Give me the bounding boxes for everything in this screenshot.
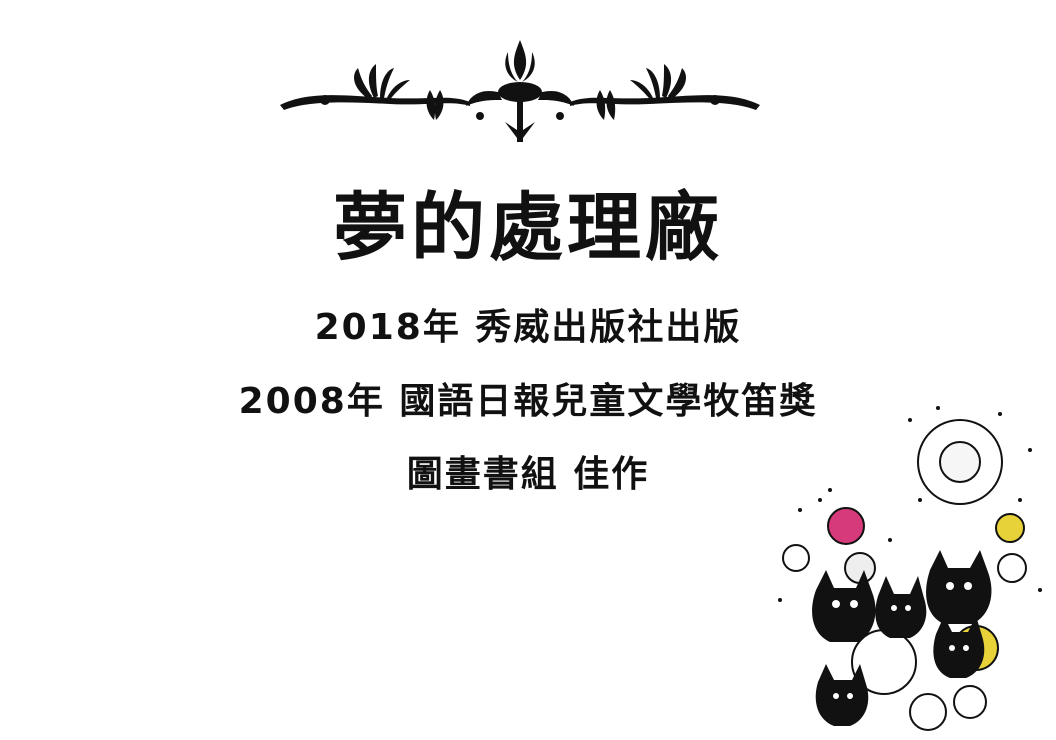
award-category-line: 圖畫書組 佳作 (406, 454, 650, 495)
publication-line: 2018年 秀威出版社出版 (314, 307, 742, 348)
award-line: 2008年 國語日報兒童文學牧笛獎 (238, 381, 818, 422)
cats-bubbles-illustration (778, 406, 1042, 731)
floral-divider-icon (280, 40, 760, 142)
page-title: 夢的處理廠 (333, 185, 723, 271)
